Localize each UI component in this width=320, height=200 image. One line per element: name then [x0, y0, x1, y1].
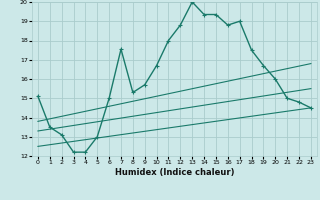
X-axis label: Humidex (Indice chaleur): Humidex (Indice chaleur) — [115, 168, 234, 177]
